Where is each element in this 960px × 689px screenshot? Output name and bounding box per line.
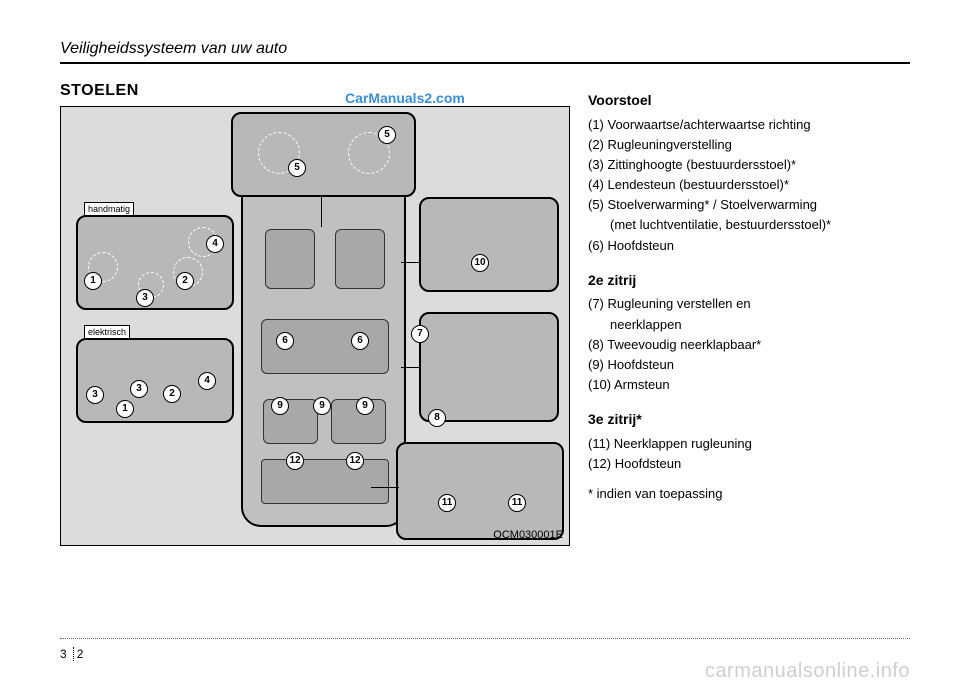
callout-6b: 6 — [351, 332, 369, 350]
callout-10: 10 — [471, 254, 489, 272]
front-seat-left — [265, 229, 315, 289]
group3-title: 3e zitrij* — [588, 409, 910, 431]
list-item: (4) Lendesteun (bestuurdersstoel)* — [588, 175, 910, 195]
callout-9a: 9 — [271, 397, 289, 415]
list-item: (6) Hoofdsteun — [588, 236, 910, 256]
callout-5b: 5 — [378, 126, 396, 144]
header-rule — [60, 62, 910, 64]
callout-m4: 4 — [206, 235, 224, 253]
cargo-area — [261, 459, 389, 504]
manual-page: Veiligheidssysteem van uw auto CarManual… — [0, 0, 960, 689]
lead-line — [401, 262, 421, 263]
list-item: (5) Stoelverwarming* / Stoelverwarming — [588, 195, 910, 215]
footer-watermark: carmanualsonline.info — [705, 660, 910, 683]
list-item: (11) Neerklappen rugleuning — [588, 434, 910, 454]
callout-7: 7 — [411, 325, 429, 343]
list-item: neerklappen — [588, 315, 910, 335]
callout-e4: 4 — [198, 372, 216, 390]
lead-line — [401, 367, 421, 368]
callout-8: 8 — [428, 409, 446, 427]
list-item: (8) Tweevoudig neerklapbaar* — [588, 335, 910, 355]
callout-12a: 12 — [286, 452, 304, 470]
left-column: STOELEN — [60, 82, 570, 546]
page-number: 32 — [60, 647, 83, 661]
front-seat-right — [335, 229, 385, 289]
callout-5a: 5 — [288, 159, 306, 177]
group1-title: Voorstoel — [588, 90, 910, 112]
list-item: (1) Voorwaartse/achterwaartse richting — [588, 115, 910, 135]
panel-electric: 3 1 3 2 4 — [76, 338, 234, 423]
lead-line — [371, 487, 399, 488]
panel-cargo: 11 11 — [396, 442, 564, 540]
list-item: (12) Hoofdsteun — [588, 454, 910, 474]
list-item: (7) Rugleuning verstellen en — [588, 294, 910, 314]
callout-e3a: 3 — [86, 386, 104, 404]
panel-manual: 1 2 3 4 — [76, 215, 234, 310]
right-column: Voorstoel (1) Voorwaartse/achterwaartse … — [588, 82, 910, 546]
panel-heater: 5 5 — [231, 112, 416, 197]
list-item: (2) Rugleuningverstelling — [588, 135, 910, 155]
list-item: (3) Zittinghoogte (bestuurdersstoel)* — [588, 155, 910, 175]
list-item: (9) Hoofdsteun — [588, 355, 910, 375]
seat-diagram-figure: 5 5 handmatig 1 2 3 4 elektrisch — [60, 106, 570, 546]
group2-title: 2e zitrij — [588, 270, 910, 292]
callout-9c: 9 — [356, 397, 374, 415]
content-row: STOELEN — [60, 82, 910, 546]
watermark-top: CarManuals2.com — [345, 90, 465, 106]
page-header: Veiligheidssysteem van uw auto — [60, 40, 910, 58]
callout-11b: 11 — [508, 494, 526, 512]
section-title: STOELEN — [60, 82, 570, 100]
footnote: * indien van toepassing — [588, 484, 910, 504]
list-item: (met luchtventilatie, bestuurdersstoel)* — [588, 215, 910, 235]
callout-m3: 3 — [136, 289, 154, 307]
callout-6a: 6 — [276, 332, 294, 350]
label-electric: elektrisch — [84, 325, 130, 339]
callout-11a: 11 — [438, 494, 456, 512]
page-number-value: 2 — [77, 647, 84, 661]
footer-rule — [60, 638, 910, 639]
callout-e1: 1 — [116, 400, 134, 418]
callout-m2: 2 — [176, 272, 194, 290]
callout-e3b: 3 — [130, 380, 148, 398]
panel-armrest: 10 — [419, 197, 559, 292]
callout-9b: 9 — [313, 397, 331, 415]
section-number: 3 — [60, 647, 74, 661]
lead-line — [321, 197, 322, 227]
figure-code: OCM030001E — [493, 529, 563, 541]
list-item: (10) Armsteun — [588, 375, 910, 395]
callout-m1: 1 — [84, 272, 102, 290]
callout-12b: 12 — [346, 452, 364, 470]
callout-e2: 2 — [163, 385, 181, 403]
label-manual: handmatig — [84, 202, 134, 216]
panel-fold — [419, 312, 559, 422]
